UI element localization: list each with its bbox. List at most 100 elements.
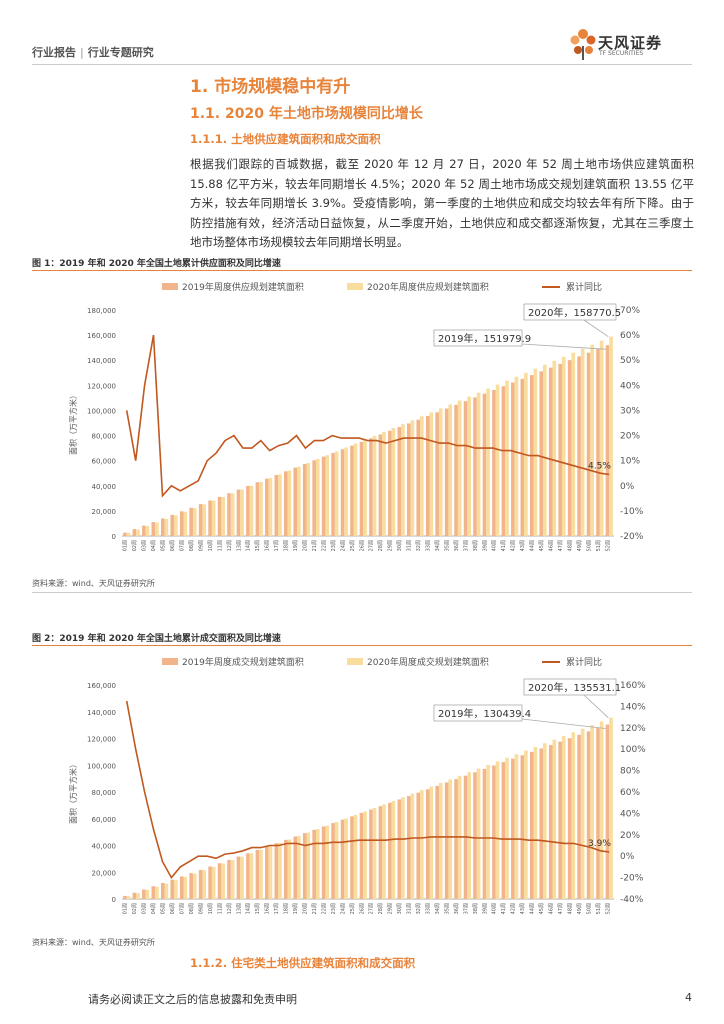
- bar-2019: [274, 474, 279, 536]
- x-tick-label: 07周: [180, 903, 186, 914]
- x-tick-label: 44周: [530, 540, 536, 551]
- bar-2020: [155, 886, 159, 899]
- bar-2019: [454, 779, 458, 899]
- x-tick-label: 50周: [586, 540, 592, 551]
- x-tick-label: 32周: [416, 903, 422, 914]
- bar-2019: [217, 496, 222, 536]
- x-tick-label: 42周: [511, 540, 517, 551]
- x-tick-label: 19周: [293, 540, 299, 551]
- bar-2019: [312, 829, 316, 899]
- figure-1-chart: 2019年周度供应规划建筑面积 2020年周度供应规划建筑面积 累计同比 0 20,00…: [68, 281, 644, 551]
- y2-tick-label: 60%: [620, 331, 640, 341]
- x-tick-label: 21周: [312, 540, 318, 551]
- bar-2020: [325, 455, 330, 536]
- heading-4: 1.1.2. 住宅类土地供应建筑面积和成交面积: [190, 956, 416, 970]
- footer-disclaimer: 请务必阅读正文之后的信息披露和免责申明: [88, 993, 297, 1006]
- x-tick-label: 30周: [397, 540, 403, 551]
- bar-2020: [391, 800, 396, 899]
- y2-tick-label: -20%: [620, 874, 644, 884]
- y-tick-label: 60,000: [92, 458, 117, 466]
- bar-2019: [302, 463, 307, 536]
- bar-2019: [236, 856, 241, 899]
- bar-2019: [340, 819, 345, 899]
- x-tick-label: 31周: [407, 540, 413, 551]
- y-axis-label: 面积（万平方米）: [68, 760, 78, 824]
- y2-tick-label: 140%: [620, 702, 646, 712]
- y2-tick-label: 40%: [620, 381, 640, 391]
- bar-2019: [567, 738, 572, 899]
- x-tick-label: 46周: [549, 540, 555, 551]
- x-tick-label: 35周: [444, 903, 450, 914]
- bar-2020: [249, 485, 254, 536]
- x-tick-label: 29周: [388, 540, 394, 551]
- bar-2019: [539, 748, 544, 899]
- bar-2020: [533, 368, 538, 536]
- x-tick-label: 27周: [369, 540, 375, 551]
- bar-2020: [609, 336, 613, 536]
- x-tick-label: 21周: [312, 903, 318, 914]
- bar-2019: [265, 478, 269, 536]
- bar-2020: [344, 818, 348, 899]
- bar-2020: [297, 836, 301, 899]
- x-tick-label: 36周: [454, 903, 460, 914]
- bar-2020: [476, 392, 481, 536]
- callout-2020-box: [523, 678, 617, 696]
- bar-2020: [315, 829, 320, 899]
- x-tick-label: 16周: [265, 540, 271, 551]
- x-tick-label: 37周: [463, 540, 469, 551]
- bar-2019: [321, 826, 326, 899]
- x-tick-label: 38周: [473, 540, 479, 551]
- bar-2019: [236, 489, 241, 536]
- header-section: 行业报告: [32, 46, 76, 59]
- bar-2019: [548, 367, 553, 536]
- bar-2020: [268, 846, 273, 899]
- legend-label-yoy: 累计同比: [566, 281, 602, 293]
- bar-2019: [596, 727, 600, 899]
- bar-2020: [543, 743, 547, 899]
- y2-tick-label: 80%: [620, 767, 640, 777]
- brand-logo: 天风证券 TF SECURITIES: [568, 26, 698, 62]
- bar-2019: [142, 889, 146, 899]
- bar-2019: [529, 751, 534, 899]
- x-tick-label: 42周: [511, 903, 517, 914]
- bar-2020: [420, 416, 424, 536]
- bar-2020: [353, 814, 358, 899]
- bar-2020: [524, 750, 528, 899]
- bar-2020: [287, 839, 292, 899]
- bar-2019: [302, 833, 307, 899]
- x-tick-label: 17周: [274, 540, 280, 551]
- bar-2020: [561, 356, 566, 536]
- report-header: 行业报告 | 行业专题研究: [32, 44, 154, 60]
- bar-2020: [363, 811, 367, 899]
- bar-2020: [486, 388, 490, 536]
- x-tick-label: 09周: [198, 903, 204, 914]
- bar-2020: [467, 772, 471, 899]
- bar-2019: [331, 823, 335, 899]
- bar-2019: [208, 866, 212, 899]
- x-tick-label: 24周: [340, 903, 346, 914]
- figure-1-rule: [32, 270, 692, 271]
- x-tick-label: 22周: [321, 903, 327, 914]
- x-tick-label: 34周: [435, 540, 441, 551]
- y2-tick-label: 20%: [620, 432, 640, 442]
- x-tick-label: 33周: [426, 903, 432, 914]
- y-tick-label: 80,000: [92, 433, 117, 441]
- bar-2020: [164, 883, 169, 899]
- x-tick-label: 51周: [596, 903, 602, 914]
- bar-2020: [334, 822, 339, 899]
- bar-2020: [580, 348, 585, 536]
- bar-2019: [350, 816, 354, 899]
- legend-swatch-2019: [162, 283, 178, 290]
- bar-2020: [192, 508, 197, 536]
- y2-tick-label: 0%: [620, 852, 635, 862]
- x-tick-label: 26周: [359, 903, 365, 914]
- bar-2019: [350, 445, 354, 536]
- yoy-end-label: 4.5%: [588, 461, 611, 471]
- x-tick-label: 04周: [151, 540, 157, 551]
- y-tick-label: 120,000: [87, 736, 116, 744]
- x-tick-label: 20周: [303, 540, 309, 551]
- x-tick-label: 08周: [189, 903, 195, 914]
- callout-2019-leader: [521, 718, 606, 729]
- figure-2-rule: [32, 645, 692, 646]
- y2-tick-label: -40%: [620, 895, 644, 905]
